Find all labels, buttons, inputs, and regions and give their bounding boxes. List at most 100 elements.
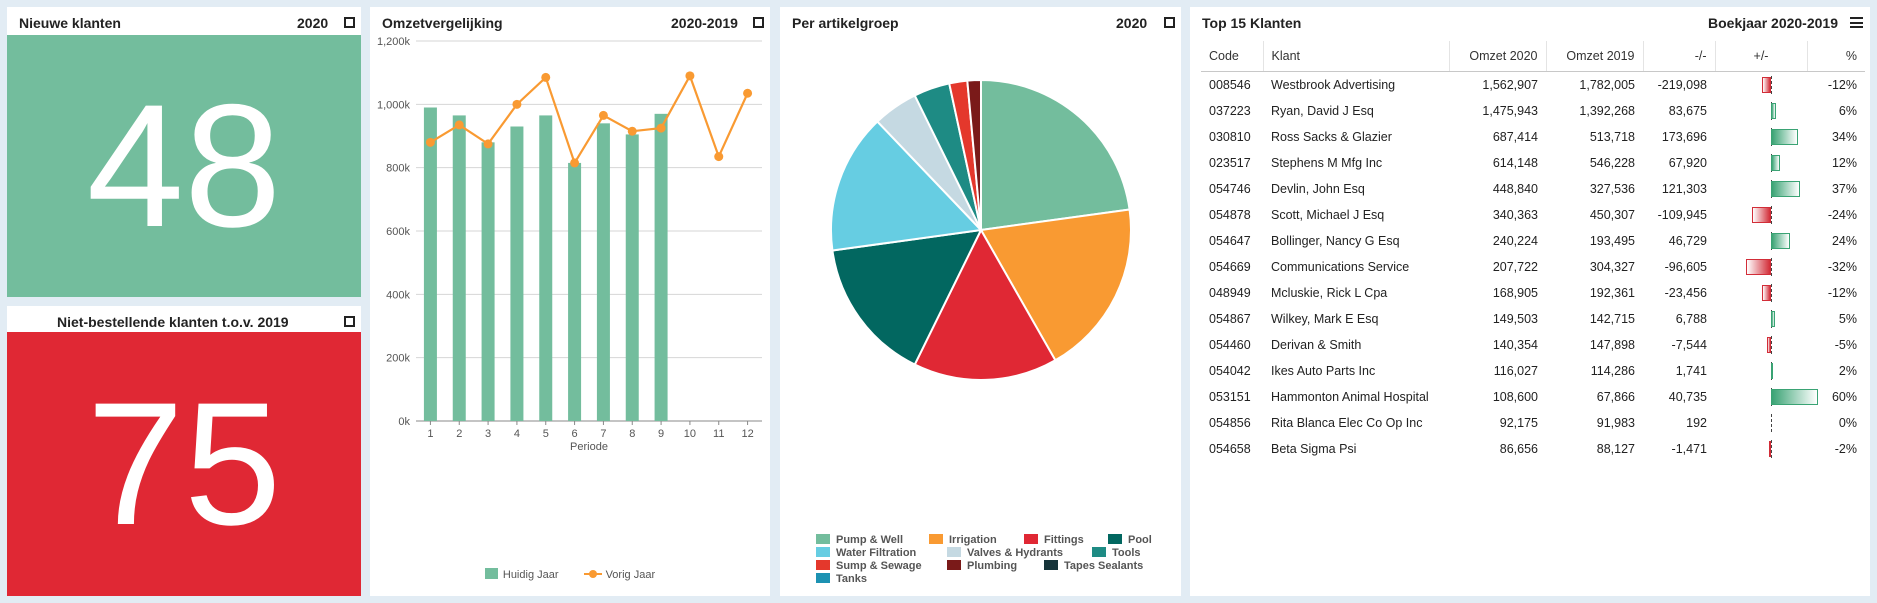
panel-title: Top 15 Klanten [1202, 15, 1302, 31]
cell-difference: 83,675 [1668, 104, 1707, 118]
y-tick-label: 400k [386, 289, 410, 301]
legend-item[interactable]: Pump & Well [816, 534, 903, 547]
cell-percent: -2% [1834, 442, 1857, 456]
cell-code: 054647 [1209, 234, 1251, 248]
cell-change-bar [1715, 280, 1807, 306]
cell-customer: Westbrook Advertising [1271, 78, 1396, 92]
product-group-panel: Per artikelgroep 2020 Pump & Well Irrigat… [780, 7, 1181, 596]
x-tick-label: 6 [572, 428, 578, 440]
panel-year: 2020 [297, 15, 329, 31]
y-tick-label: 1,000k [377, 99, 411, 111]
cell-percent: 0% [1838, 416, 1857, 430]
legend-item[interactable]: Irrigation [929, 534, 997, 547]
cell-revenue-2020: 86,656 [1499, 442, 1538, 456]
legend-item[interactable]: Tapes Sealants [1044, 560, 1143, 573]
table-row[interactable]: 054669 Communications Service 207,722 304,3… [1201, 254, 1865, 280]
cell-code: 008546 [1209, 78, 1251, 92]
point-vorig-jaar [685, 71, 695, 81]
col-header-customer[interactable]: Klant [1263, 41, 1450, 72]
col-header-code[interactable]: Code [1201, 41, 1264, 72]
table-row[interactable]: 054867 Wilkey, Mark E Esq 149,503 142,715 6,… [1201, 306, 1865, 332]
cell-revenue-2020: 92,175 [1499, 416, 1538, 430]
table-row[interactable]: 023517 Stephens M Mfg Inc 614,148 546,228 67… [1201, 150, 1865, 176]
table-row[interactable]: 054658 Beta Sigma Psi 86,656 88,127 -1,471 -2… [1201, 436, 1865, 462]
expand-icon[interactable] [1164, 17, 1175, 28]
table-row[interactable]: 054042 Ikes Auto Parts Inc 116,027 114,286 1… [1201, 358, 1865, 384]
legend-item[interactable]: Tools [1092, 547, 1141, 560]
table-row[interactable]: 048949 Mcluskie, Rick L Cpa 168,905 192,361… [1201, 280, 1865, 306]
expand-icon[interactable] [344, 17, 355, 28]
cell-change-bar [1715, 202, 1807, 228]
table-row[interactable]: 054647 Bollinger, Nancy G Esq 240,224 193,4… [1201, 228, 1865, 254]
panel-year: 2020-2019 [671, 15, 738, 31]
table-row[interactable]: 054460 Derivan & Smith 140,354 147,898 -7,54… [1201, 332, 1865, 358]
pie-slice [830, 120, 984, 252]
table-row[interactable]: 037223 Ryan, David J Esq 1,475,943 1,392,26… [1201, 98, 1865, 124]
point-vorig-jaar [512, 99, 522, 109]
legend-item[interactable]: Plumbing [947, 560, 1017, 573]
cell-revenue-2020: 448,840 [1492, 182, 1538, 196]
legend-item[interactable]: Tanks [816, 573, 867, 586]
legend-item[interactable]: Water Filtration [816, 547, 916, 560]
cell-customer: Rita Blanca Elec Co Op Inc [1271, 416, 1423, 430]
cell-revenue-2019: 142,715 [1589, 312, 1635, 326]
table-row[interactable]: 054746 Devlin, John Esq 448,840 327,536 121,… [1201, 176, 1865, 202]
legend-item[interactable]: Pool [1108, 534, 1152, 547]
cell-revenue-2020: 1,475,943 [1482, 104, 1538, 118]
change-bar [1752, 207, 1771, 223]
table-row[interactable]: 008546 Westbrook Advertising 1,562,907 1,78… [1201, 72, 1865, 99]
cell-difference: 6,788 [1675, 312, 1707, 326]
change-bar [1771, 363, 1773, 379]
line-vorig-jaar [429, 73, 749, 166]
change-bar [1746, 259, 1771, 275]
legend-item[interactable]: Sump & Sewage [816, 560, 922, 573]
legend-label: Fittings [1044, 534, 1084, 546]
cell-change-bar [1715, 436, 1807, 462]
cell-change-bar [1715, 124, 1807, 150]
table-row[interactable]: 054878 Scott, Michael J Esq 340,363 450,307… [1201, 202, 1865, 228]
top-customers-table: Code Klant Omzet 2020 Omzet 2019 -/- +/-… [1201, 41, 1865, 462]
point-vorig-jaar [425, 137, 435, 147]
cell-revenue-2020: 1,562,907 [1482, 78, 1538, 92]
panel-title: Per artikelgroep [792, 15, 899, 31]
cell-code: 023517 [1209, 156, 1251, 170]
cell-difference: -1,471 [1671, 442, 1707, 456]
legend-swatch [816, 534, 830, 544]
legend-item[interactable]: Valves & Hydrants [947, 547, 1063, 560]
legend-item[interactable]: Fittings [1024, 534, 1084, 547]
legend-swatch [947, 560, 961, 570]
col-header-revenue-2019[interactable]: Omzet 2019 [1546, 41, 1644, 72]
legend-label: Tools [1112, 547, 1141, 559]
pie-slice [966, 78, 982, 231]
cell-change-bar [1715, 72, 1807, 99]
col-header-revenue-2020[interactable]: Omzet 2020 [1449, 41, 1547, 72]
table-row[interactable]: 054856 Rita Blanca Elec Co Op Inc 92,175 91… [1201, 410, 1865, 436]
change-bar [1761, 285, 1771, 301]
x-tick-label: 12 [741, 428, 753, 440]
table-row[interactable]: 030810 Ross Sacks & Glazier 687,414 513,718… [1201, 124, 1865, 150]
cell-revenue-2020: 116,027 [1493, 364, 1538, 378]
x-tick-label: 1 [427, 428, 433, 440]
cell-code: 053151 [1209, 390, 1251, 404]
col-header-percent[interactable]: % [1807, 41, 1865, 72]
cell-percent: -5% [1834, 338, 1857, 352]
cell-revenue-2019: 450,307 [1589, 208, 1635, 222]
kpi-tile: 75 [7, 332, 361, 596]
legend-label: Irrigation [949, 534, 997, 546]
cell-customer: Mcluskie, Rick L Cpa [1271, 286, 1388, 300]
change-bar [1771, 389, 1818, 405]
y-tick-label: 0k [398, 416, 410, 428]
legend-swatch [816, 560, 830, 570]
col-header-difference[interactable]: -/- [1643, 41, 1716, 72]
col-header-change-bar[interactable]: +/- [1715, 41, 1808, 72]
expand-icon[interactable] [344, 316, 355, 327]
cell-revenue-2020: 168,905 [1492, 286, 1538, 300]
menu-icon[interactable] [1850, 17, 1863, 28]
cell-revenue-2020: 614,148 [1492, 156, 1538, 170]
legend-swatch [816, 573, 830, 583]
cell-change-bar [1715, 358, 1807, 384]
table-row[interactable]: 053151 Hammonton Animal Hospital 108,600 67… [1201, 384, 1865, 410]
legend-label: Pool [1128, 534, 1152, 546]
expand-icon[interactable] [753, 17, 764, 28]
